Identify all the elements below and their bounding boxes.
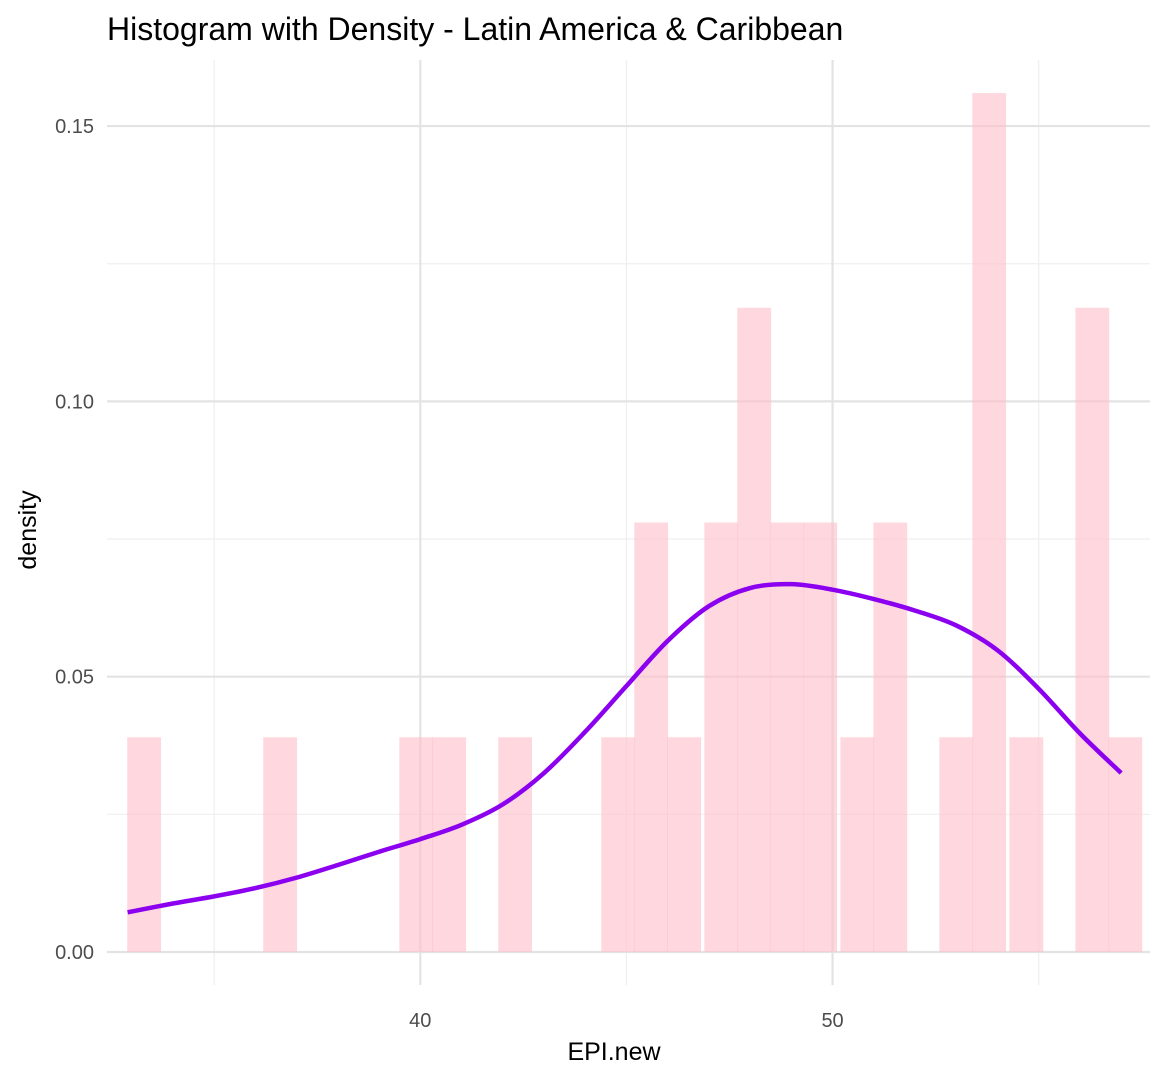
histogram-bar (737, 307, 772, 952)
x-tick-label: 40 (409, 1010, 431, 1032)
histogram-bar (127, 737, 162, 952)
y-tick-label: 0.15 (55, 116, 94, 138)
histogram-bar (601, 737, 636, 952)
histogram-bar (972, 93, 1007, 952)
density-curve (127, 581, 1123, 915)
histogram-bar (1009, 737, 1044, 952)
y-tick-label: 0.00 (55, 942, 94, 964)
x-axis-ticks: 40 50 (409, 1010, 844, 1032)
histogram-bar (667, 737, 702, 952)
histogram-bar (770, 522, 805, 952)
chart-title: Histogram with Density - Latin America &… (107, 11, 843, 47)
histogram-bar (704, 522, 739, 952)
y-tick-label: 0.05 (55, 667, 94, 689)
x-tick-label: 50 (821, 1010, 843, 1032)
y-tick-label: 0.10 (55, 391, 94, 413)
histogram-bar (1108, 737, 1143, 952)
x-axis-label: EPI.new (567, 1038, 661, 1066)
histogram-bar (939, 737, 974, 952)
histogram-bars (127, 93, 1143, 952)
y-axis-ticks: 0.00 0.05 0.10 0.15 (55, 116, 94, 964)
histogram-bar (498, 737, 533, 952)
histogram-bar (873, 522, 908, 952)
histogram-bar (432, 737, 467, 952)
histogram-bar (263, 737, 298, 952)
histogram-bar (634, 522, 669, 952)
histogram-bar (803, 522, 838, 952)
histogram-bar (1075, 307, 1110, 952)
y-axis-label: density (14, 490, 42, 570)
histogram-bar (840, 737, 875, 952)
